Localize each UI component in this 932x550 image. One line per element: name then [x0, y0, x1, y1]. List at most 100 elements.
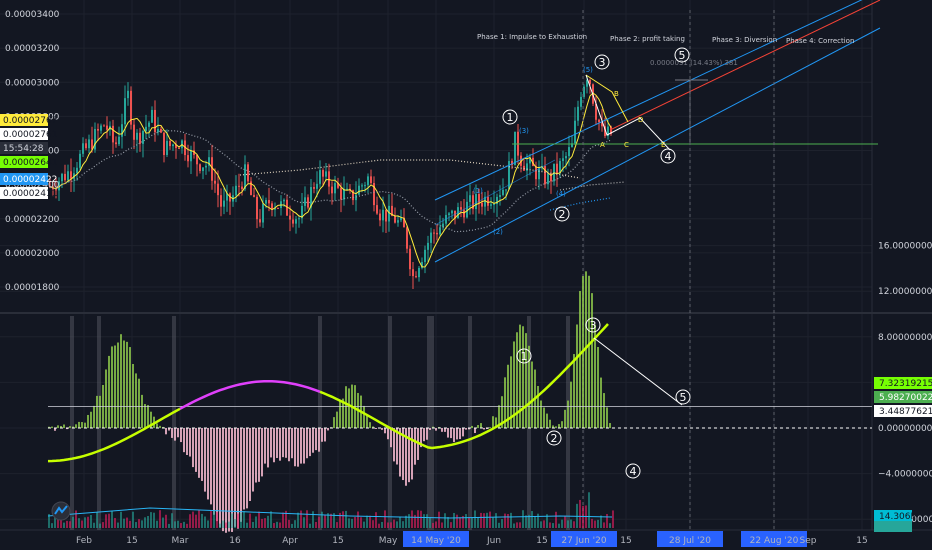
candle	[172, 143, 174, 151]
histogram-bar	[531, 361, 533, 428]
candle	[94, 122, 96, 153]
volume-bar	[339, 512, 341, 528]
measure-label: 0.0000031 (14.43%) 381	[650, 59, 738, 67]
candle	[100, 123, 102, 134]
candle-body	[130, 90, 132, 125]
candle	[484, 192, 486, 216]
candle	[373, 176, 375, 212]
candle-body	[64, 173, 66, 181]
candle	[217, 170, 219, 208]
volume-bar	[216, 512, 218, 528]
candle	[334, 175, 336, 201]
wave-circle-5-ring	[674, 47, 690, 63]
annotations: Phase 1: Impulse to Exhaustion Phase 2: p…	[473, 33, 854, 479]
candle-body	[226, 193, 228, 201]
candle-body	[544, 165, 546, 185]
candle	[238, 173, 240, 197]
histogram-bar	[600, 377, 602, 428]
candle	[418, 265, 420, 282]
volume-bar	[60, 516, 62, 528]
histogram-bar	[294, 428, 296, 467]
osc-value-tag: 5.98270022	[874, 391, 932, 403]
wave-circle-1-text: 1	[507, 111, 514, 124]
volume-bar	[150, 512, 152, 528]
histogram-bar	[240, 428, 242, 522]
candle-body	[403, 217, 405, 228]
candle	[367, 173, 369, 194]
candle-body	[343, 188, 345, 200]
histogram-bar	[483, 428, 485, 430]
time-tick-label: 15	[536, 536, 547, 546]
candle-body	[601, 122, 603, 127]
histogram-bar	[288, 428, 290, 462]
volume-bar	[282, 512, 284, 528]
wave-circle-3: 3	[594, 54, 610, 70]
candle	[64, 164, 66, 183]
candle-body	[325, 171, 327, 177]
time-tick-label: Jun	[486, 536, 501, 546]
histogram-bar	[495, 417, 497, 428]
volume-bar	[330, 513, 332, 528]
candle-body	[478, 193, 480, 203]
histogram-bar	[348, 388, 350, 428]
candles	[49, 76, 612, 289]
candle-body	[298, 218, 300, 220]
histogram-bar	[570, 381, 572, 428]
histogram-bar	[393, 428, 395, 462]
candle	[457, 202, 459, 219]
histogram-bar	[93, 405, 95, 428]
volume-bar	[375, 512, 377, 528]
candle-body	[193, 150, 195, 155]
histogram-bar	[243, 428, 245, 510]
histogram-bar	[246, 428, 248, 509]
candle-body	[367, 176, 369, 186]
candle	[247, 162, 249, 185]
volume-bar	[522, 510, 524, 528]
histogram-bar	[126, 341, 128, 428]
time-tick-label: Apr	[282, 536, 298, 546]
volume-bar	[453, 512, 455, 528]
candle-body	[286, 199, 288, 216]
price-tag: 0.00002422	[0, 173, 57, 185]
candle	[322, 168, 324, 187]
wave-circle-3-ring	[594, 54, 610, 70]
volume-bar	[243, 511, 245, 528]
candle	[61, 172, 63, 189]
volume-bars	[47, 492, 614, 528]
histogram-bar	[339, 400, 341, 428]
volume-bar	[96, 512, 98, 528]
histogram-bar	[234, 428, 236, 527]
volume-bar	[450, 522, 452, 528]
candle	[169, 140, 171, 150]
histogram-bar	[501, 396, 503, 428]
histogram-bar	[528, 345, 530, 428]
histogram-bar	[462, 428, 464, 437]
histogram-bar	[303, 428, 305, 464]
wave-circle-2: 2	[554, 206, 570, 222]
histogram-bar	[522, 326, 524, 428]
candle-body	[277, 207, 279, 209]
histogram-bar	[321, 428, 323, 442]
candle	[487, 190, 489, 211]
volume-bar	[219, 523, 221, 528]
candle	[208, 149, 210, 172]
volume-bar	[336, 522, 338, 528]
candle	[316, 171, 318, 198]
osc-tag-text: 5.98270022	[879, 393, 932, 403]
candle-body	[370, 176, 372, 184]
candle-body	[373, 183, 375, 206]
histogram-bar	[519, 324, 521, 428]
volume-bar	[303, 517, 305, 528]
histogram-bar	[117, 342, 119, 428]
candle-body	[274, 207, 276, 210]
histogram-bar	[318, 428, 320, 452]
osc-value-tag: 3.44877621	[874, 405, 932, 417]
osc-wave-5: 5	[675, 389, 691, 405]
histogram-bar	[210, 428, 212, 505]
candle-body	[346, 188, 348, 190]
sub-wave-label: (3)	[519, 127, 529, 135]
histogram-bar	[81, 422, 83, 428]
volume-bar	[108, 513, 110, 528]
histogram-bar	[471, 425, 473, 428]
